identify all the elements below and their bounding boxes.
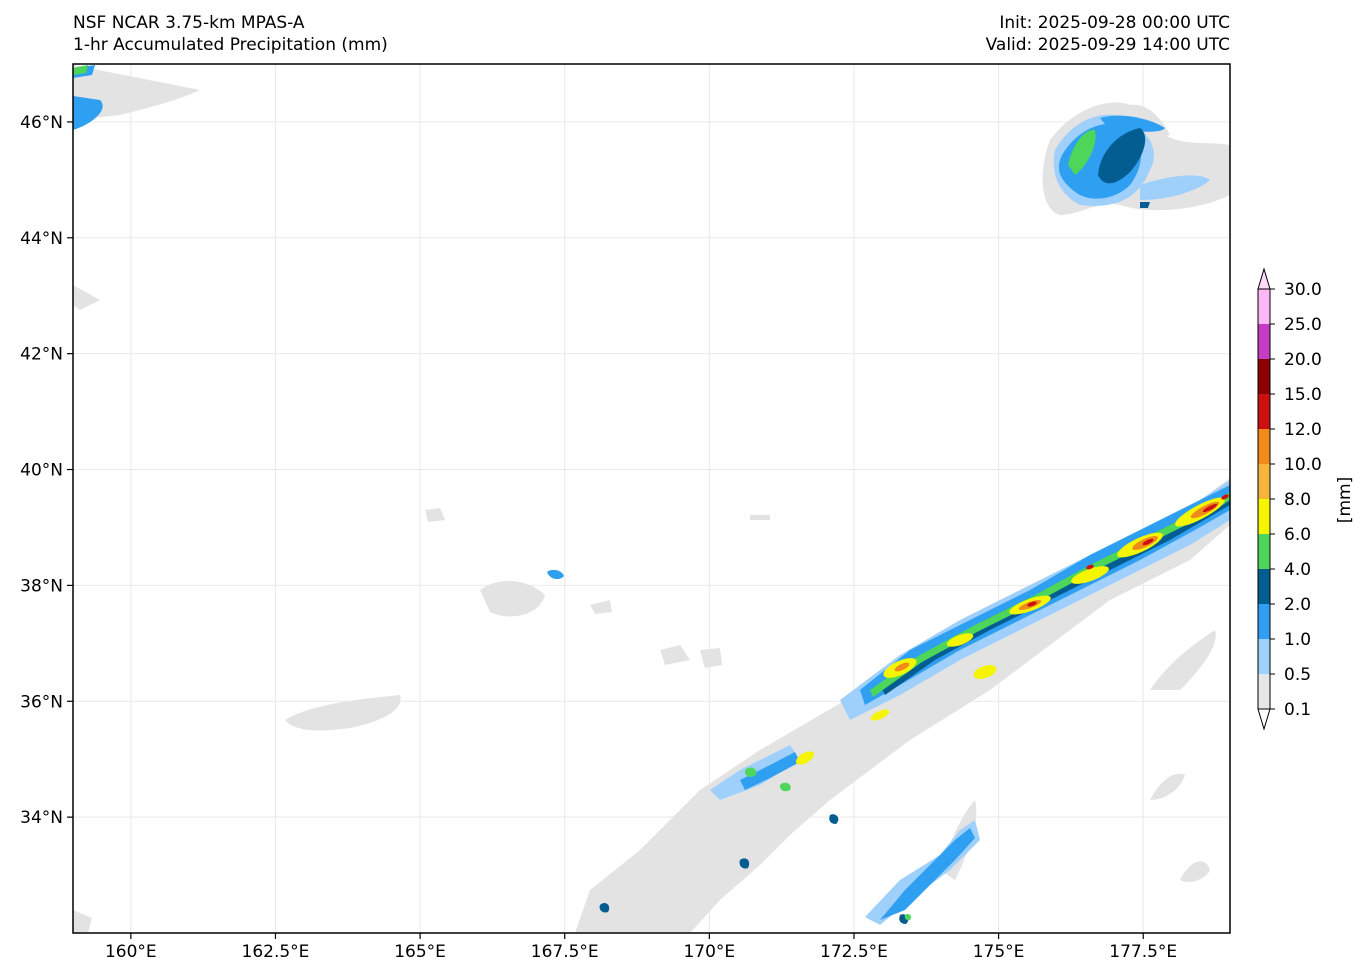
colorbar-level-label: 4.0 bbox=[1284, 560, 1311, 580]
init-time: Init: 2025-09-28 00:00 UTC bbox=[999, 13, 1230, 33]
colorbar-segment bbox=[1258, 464, 1270, 499]
colorbar-segment bbox=[1258, 499, 1270, 534]
colorbar-segment bbox=[1258, 324, 1270, 359]
colorbar-level-label: 20.0 bbox=[1284, 350, 1322, 370]
colorbar-segment bbox=[1258, 674, 1270, 709]
gridlines bbox=[73, 64, 1230, 933]
colorbar-level-label: 15.0 bbox=[1284, 385, 1322, 405]
colorbar-level-label: 30.0 bbox=[1284, 280, 1322, 300]
map-frame bbox=[72, 63, 1231, 934]
latitude-ticks: 34°N 36°N 38°N 40°N 42°N 44°N 46°N bbox=[20, 113, 73, 828]
lon-tick-label: 177.5°E bbox=[1109, 942, 1177, 962]
lat-tick-label: 40°N bbox=[20, 461, 63, 481]
colorbar-unit-label: [mm] bbox=[1335, 477, 1355, 523]
lat-tick-label: 44°N bbox=[20, 229, 63, 249]
model-title: NSF NCAR 3.75-km MPAS-A bbox=[73, 13, 305, 33]
lon-tick-label: 165°E bbox=[394, 942, 446, 962]
colorbar-level-label: 10.0 bbox=[1284, 455, 1322, 475]
colorbar-level-label: 12.0 bbox=[1284, 420, 1322, 440]
colorbar-segment bbox=[1258, 639, 1270, 674]
colorbar-segment bbox=[1258, 289, 1270, 324]
lat-tick-label: 34°N bbox=[20, 808, 63, 828]
colorbar-segment bbox=[1258, 534, 1270, 569]
precip-12.0-areas bbox=[1027, 494, 1229, 607]
colorbar-segment bbox=[1258, 429, 1270, 464]
colorbar-level-label: 1.0 bbox=[1284, 630, 1311, 650]
lon-tick-label: 170°E bbox=[683, 942, 735, 962]
lon-tick-label: 172.5°E bbox=[820, 942, 888, 962]
lat-tick-label: 42°N bbox=[20, 345, 63, 365]
map-background bbox=[73, 64, 1230, 933]
field-title: 1-hr Accumulated Precipitation (mm) bbox=[73, 35, 388, 55]
colorbar-over-arrow bbox=[1257, 267, 1271, 290]
colorbar-level-label: 2.0 bbox=[1284, 595, 1311, 615]
colorbar-segment bbox=[1258, 569, 1270, 604]
valid-time: Valid: 2025-09-29 14:00 UTC bbox=[985, 35, 1230, 55]
lat-tick-label: 46°N bbox=[20, 113, 63, 133]
colorbar: 0.1 0.5 1.0 2.0 4.0 6.0 8.0 10.0 12.0 15.0 20.0 25.… bbox=[1257, 267, 1322, 731]
map-area: 160°E 162.5°E 165°E 167.5°E 170°E 172.5°E 175°… bbox=[20, 63, 1231, 962]
colorbar-level-label: 0.5 bbox=[1284, 665, 1311, 685]
colorbar-level-label: 0.1 bbox=[1284, 700, 1311, 720]
colorbar-segment bbox=[1258, 604, 1270, 639]
colorbar-level-label: 6.0 bbox=[1284, 525, 1311, 545]
longitude-ticks: 160°E 162.5°E 165°E 167.5°E 170°E 172.5°E 175°… bbox=[105, 933, 1177, 962]
colorbar-segment bbox=[1258, 359, 1270, 394]
colorbar-segment bbox=[1258, 394, 1270, 429]
precipitation-field bbox=[73, 65, 1230, 933]
lat-tick-label: 36°N bbox=[20, 692, 63, 712]
lon-tick-label: 167.5°E bbox=[531, 942, 599, 962]
lon-tick-label: 162.5°E bbox=[242, 942, 310, 962]
colorbar-under-arrow bbox=[1257, 708, 1271, 731]
lon-tick-label: 175°E bbox=[973, 942, 1025, 962]
lon-tick-label: 160°E bbox=[105, 942, 157, 962]
colorbar-level-label: 25.0 bbox=[1284, 315, 1322, 335]
lat-tick-label: 38°N bbox=[20, 576, 63, 596]
colorbar-level-label: 8.0 bbox=[1284, 490, 1311, 510]
